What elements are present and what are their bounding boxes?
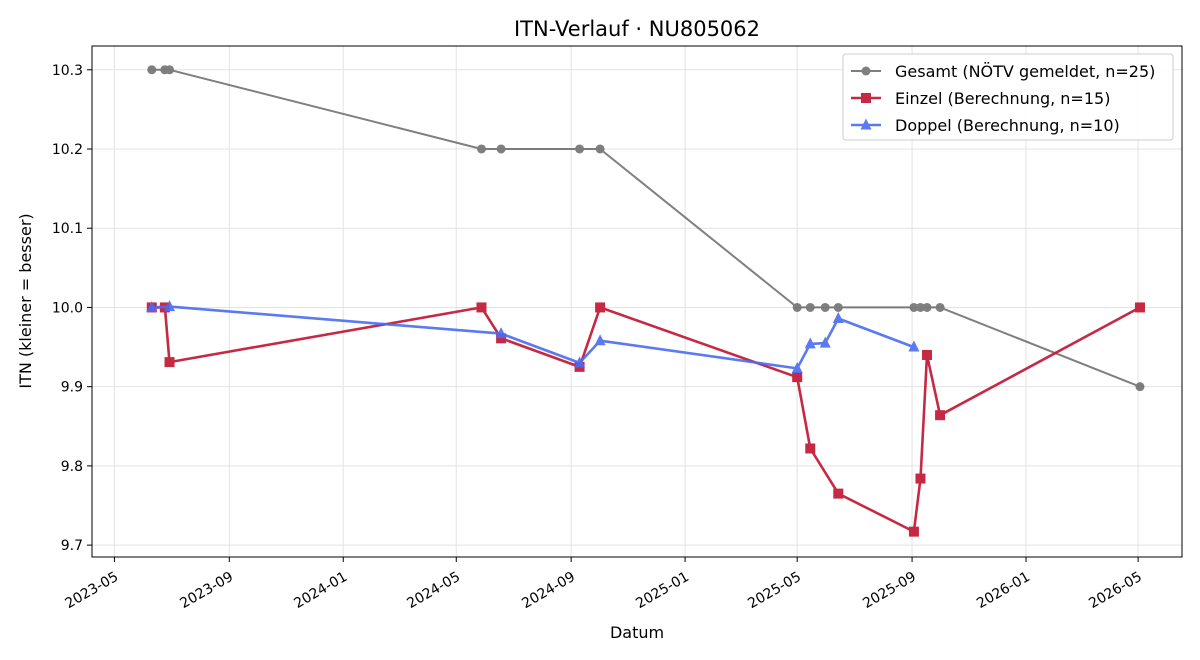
series-line [151,306,1141,533]
data-point [833,302,843,312]
legend-marker [861,93,871,103]
x-tick-label: 2026-05 [1086,569,1145,612]
x-tick-label: 2025-01 [633,569,692,612]
data-point [908,526,919,537]
series-triangle [146,300,920,373]
data-point [164,357,175,368]
legend-swatch [851,118,881,130]
x-tick-label: 2026-01 [974,569,1033,612]
series-line [151,305,915,370]
y-tick-label: 10.1 [52,221,83,237]
data-point [820,302,830,312]
data-point [594,334,606,346]
data-point [575,144,585,154]
legend: Gesamt (NÖTV gemeldet, n=25) Einzel (Bere… [842,53,1174,141]
data-point [805,443,816,454]
legend-swatch [851,93,881,103]
x-tick-label: 2023-09 [177,569,236,612]
data-point [595,302,606,313]
data-point [496,333,507,344]
data-point [1135,382,1145,392]
x-tick-label: 2024-01 [291,569,350,612]
data-point [805,302,815,312]
data-point [832,312,844,324]
y-tick-label: 10.3 [52,63,83,79]
x-tick-label: 2024-05 [404,569,463,612]
data-point [164,300,176,312]
legend-box [842,53,1174,141]
data-point [908,340,920,352]
data-point [147,65,157,75]
x-axis: 2023-05 2023-09 2024-01 2024-05 2024-09 2025-… [63,557,1145,612]
x-tick-label: 2025-09 [860,569,919,612]
y-tick-label: 9.8 [61,459,83,475]
y-axis-label: ITN (kleiner = besser) [16,213,35,388]
data-point [922,302,932,312]
data-point [791,361,803,373]
data-point [574,356,586,368]
data-point [819,336,831,348]
series-square [146,302,1145,537]
data-point [165,65,175,75]
series-circle [147,65,1145,392]
data-point [476,302,487,313]
legend-label: Doppel (Berechnung, n=10) [895,116,1120,135]
data-point [792,302,802,312]
data-point [495,327,507,339]
series-layer [146,65,1145,537]
y-tick-label: 10.0 [52,300,83,316]
data-point [935,302,945,312]
legend-marker [860,118,872,130]
data-point [496,144,506,154]
data-point [595,144,605,154]
data-point [935,410,946,421]
legend-swatch [851,66,881,76]
y-tick-label: 10.2 [52,142,83,158]
data-point [915,302,925,312]
legend-label: Einzel (Berechnung, n=15) [895,89,1110,108]
y-tick-label: 9.7 [61,538,83,554]
data-point [833,488,844,499]
data-point [909,302,919,312]
data-point [922,349,933,360]
legend-label: Gesamt (NÖTV gemeldet, n=25) [895,62,1155,81]
chart-title: ITN-Verlauf · NU805062 [514,17,760,41]
x-axis-label: Datum [610,623,664,642]
y-axis: 9.7 9.8 9.9 10.0 10.1 10.2 10.3 [52,63,92,554]
data-point [476,144,486,154]
legend-marker [861,66,871,76]
plot-frame [91,45,1183,558]
data-point [1134,302,1145,313]
data-point [146,300,158,312]
data-point [792,372,803,383]
grid [92,46,1182,557]
data-point [804,337,816,349]
x-tick-label: 2025-05 [745,569,804,612]
x-tick-label: 2024-09 [519,569,578,612]
x-tick-label: 2023-05 [63,569,122,612]
y-tick-label: 9.9 [61,380,83,396]
data-point [915,473,926,484]
